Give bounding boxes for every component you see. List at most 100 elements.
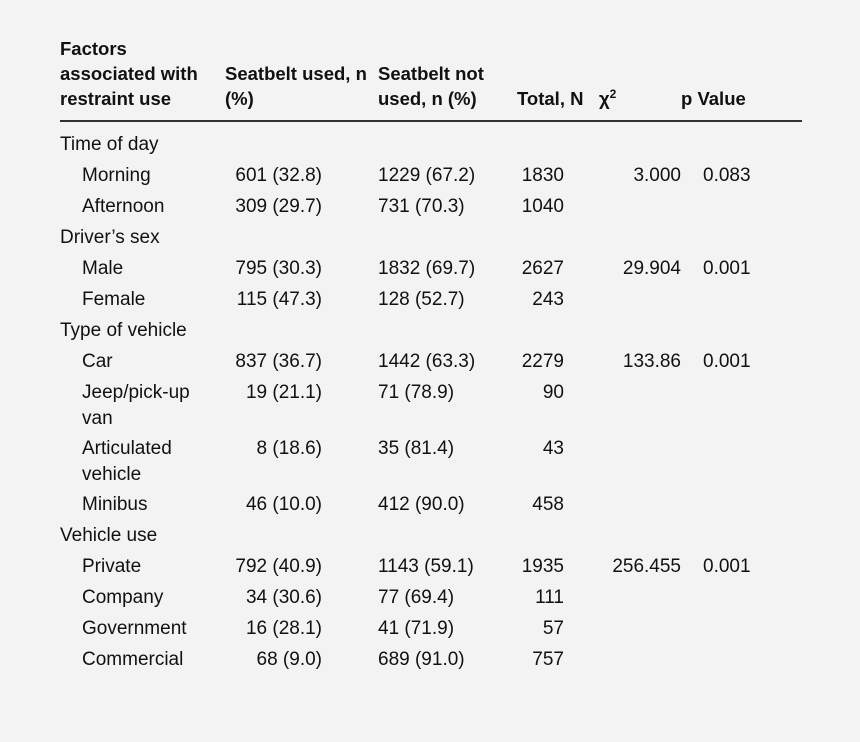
p-value-cell [681,585,802,616]
total-cell: 57 [542,618,564,639]
row-label: Car [82,351,113,372]
seatbelt-not-used-cell: 71 (78.9) [378,382,455,403]
header-p-value: p Value [681,36,802,122]
seatbelt-used-cell: 34 (30.6) [245,587,322,608]
p-value-cell [681,380,802,436]
total-cell: 458 [532,494,564,515]
table-row: Minibus 46 (10.0) 412 (90.0) 458 [60,492,802,523]
seatbelt-not-used-cell: 731 (70.3) [378,196,465,217]
group-row: Vehicle use [60,523,802,554]
chi-square-cell [591,647,681,678]
header-factors: Factors associated with restraint use [60,36,225,122]
chi-square-cell [591,380,681,436]
table-row: Male 795 (30.3) 1832 (69.7) 2627 29.904 0.001 [60,256,802,287]
group-label: Driver’s sex [60,227,160,248]
table-row: Morning 601 (32.8) 1229 (67.2) 1830 3.000 0.0… [60,163,802,194]
total-cell: 1935 [521,556,564,577]
row-label: Morning [82,165,151,186]
p-value-cell: 0.001 [703,556,751,577]
seatbelt-used-cell: 795 (30.3) [235,258,322,279]
chi-square-cell: 3.000 [633,165,681,186]
seatbelt-not-used-cell: 1832 (69.7) [378,258,476,279]
table-row: Female 115 (47.3) 128 (52.7) 243 [60,287,802,318]
table-row: Company 34 (30.6) 77 (69.4) 111 [60,585,802,616]
chi-square-cell [591,287,681,318]
seatbelt-used-cell: 68 (9.0) [256,649,322,670]
header-chi-square: χ2 [591,36,681,122]
seatbelt-not-used-cell: 689 (91.0) [378,649,465,670]
row-label: Minibus [82,494,148,515]
table-row: Private 792 (40.9) 1143 (59.1) 1935 256.455 0… [60,554,802,585]
total-cell: 1040 [521,196,564,217]
header-seatbelt-not-used: Seatbelt not used, n (%) [378,36,498,122]
seatbelt-not-used-cell: 77 (69.4) [378,587,455,608]
p-value-cell [681,194,802,225]
seatbelt-not-used-cell: 1229 (67.2) [378,165,476,186]
seatbelt-used-cell: 792 (40.9) [235,556,322,577]
table-row: Car 837 (36.7) 1442 (63.3) 2279 133.86 0.001 [60,349,802,380]
group-label: Vehicle use [60,525,158,546]
total-cell: 243 [532,289,564,310]
row-label: Female [82,289,146,310]
seatbelt-used-cell: 837 (36.7) [235,351,322,372]
chi-square-cell [591,436,681,492]
group-label: Time of day [60,134,159,155]
p-value-cell [681,647,802,678]
row-label: Government [82,618,187,639]
table-body: Time of day Morning 601 (32.8) 1229 (67.2) 1… [60,121,802,678]
p-value-cell: 0.001 [703,258,751,279]
row-label: Male [82,258,124,279]
seatbelt-used-cell: 8 (18.6) [256,438,322,459]
row-label: Commercial [82,649,184,670]
row-label: Afternoon [82,196,165,217]
chi-square-cell [591,616,681,647]
table-row: Government 16 (28.1) 41 (71.9) 57 [60,616,802,647]
p-value-cell: 0.001 [703,351,751,372]
header-seatbelt-used: Seatbelt used, n (%) [225,36,378,122]
chi-square-cell: 133.86 [622,351,681,372]
restraint-use-table: Factors associated with restraint use Se… [60,36,802,678]
total-cell: 43 [542,438,564,459]
total-cell: 2627 [521,258,564,279]
chi-square-cell [591,492,681,523]
total-cell: 2279 [521,351,564,372]
header-total: Total, N [498,36,591,122]
chi-square-cell [591,194,681,225]
row-label: Jeep/pick-up van [82,382,190,429]
total-cell: 1830 [521,165,564,186]
chi-symbol: χ [599,88,610,109]
table-row: Afternoon 309 (29.7) 731 (70.3) 1040 [60,194,802,225]
table-row: Jeep/pick-up van 19 (21.1) 71 (78.9) 90 [60,380,802,436]
chi-square-cell [591,585,681,616]
p-value-cell [681,287,802,318]
seatbelt-not-used-cell: 412 (90.0) [378,494,465,515]
p-value-cell [681,492,802,523]
seatbelt-used-cell: 46 (10.0) [245,494,322,515]
row-label: Company [82,587,164,608]
total-cell: 111 [535,587,564,608]
group-row: Time of day [60,121,802,163]
seatbelt-used-cell: 309 (29.7) [235,196,322,217]
seatbelt-not-used-cell: 1442 (63.3) [378,351,476,372]
chi-superscript: 2 [609,86,617,101]
chi-square-cell: 29.904 [622,258,681,279]
group-row: Type of vehicle [60,318,802,349]
seatbelt-used-cell: 19 (21.1) [245,382,322,403]
table-row: Commercial 68 (9.0) 689 (91.0) 757 [60,647,802,678]
p-value-cell [681,436,802,492]
table-row: Articulated vehicle 8 (18.6) 35 (81.4) 43 [60,436,802,492]
row-label: Articulated vehicle [82,438,172,485]
group-row: Driver’s sex [60,225,802,256]
seatbelt-not-used-cell: 1143 (59.1) [378,556,474,577]
chi-square-cell: 256.455 [612,556,681,577]
total-cell: 90 [542,382,564,403]
seatbelt-not-used-cell: 128 (52.7) [378,289,465,310]
table-header: Factors associated with restraint use Se… [60,36,802,122]
p-value-cell [681,616,802,647]
seatbelt-used-cell: 16 (28.1) [245,618,322,639]
seatbelt-used-cell: 115 (47.3) [236,289,322,310]
seatbelt-not-used-cell: 35 (81.4) [378,438,455,459]
seatbelt-not-used-cell: 41 (71.9) [378,618,455,639]
group-label: Type of vehicle [60,320,187,341]
